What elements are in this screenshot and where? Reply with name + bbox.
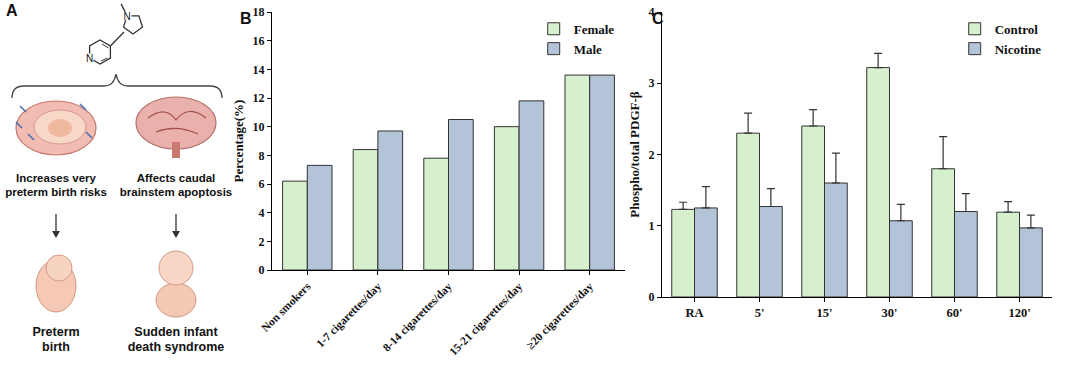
svg-text:18: 18 <box>253 5 265 19</box>
svg-text:≥20 cigarettes/day: ≥20 cigarettes/day <box>524 280 596 352</box>
svg-text:12: 12 <box>253 91 265 105</box>
svg-text:N: N <box>124 11 131 22</box>
svg-text:16: 16 <box>253 34 265 48</box>
svg-text:10: 10 <box>253 120 265 134</box>
svg-text:30': 30' <box>882 306 898 320</box>
svg-text:Phospho/total PDGF-β: Phospho/total PDGF-β <box>627 91 642 218</box>
svg-text:Female: Female <box>574 22 615 37</box>
svg-text:birth: birth <box>42 340 70 354</box>
svg-text:14: 14 <box>253 63 265 77</box>
svg-text:1-7 cigarettes/day: 1-7 cigarettes/day <box>314 280 384 350</box>
svg-text:Sudden infant: Sudden infant <box>134 325 218 339</box>
svg-text:A: A <box>6 2 18 19</box>
svg-text:2: 2 <box>649 148 655 162</box>
svg-text:8: 8 <box>259 149 265 163</box>
svg-text:Percentage(%): Percentage(%) <box>231 100 246 183</box>
svg-text:C: C <box>652 10 664 27</box>
svg-text:15-21 cigarettes/day: 15-21 cigarettes/day <box>447 280 526 359</box>
svg-text:3: 3 <box>649 76 655 90</box>
svg-text:death syndrome: death syndrome <box>128 340 225 354</box>
svg-text:4: 4 <box>649 5 655 19</box>
svg-text:N: N <box>86 53 93 64</box>
svg-text:preterm birth risks: preterm birth risks <box>5 186 107 198</box>
svg-text:Affects caudal: Affects caudal <box>137 172 216 184</box>
svg-text:8-14 cigarettes/day: 8-14 cigarettes/day <box>380 280 454 354</box>
svg-text:4: 4 <box>259 206 265 220</box>
svg-text:60': 60' <box>947 306 963 320</box>
svg-text:15': 15' <box>817 306 833 320</box>
svg-text:Nicotine: Nicotine <box>995 42 1041 57</box>
svg-text:Non smokers: Non smokers <box>259 280 313 334</box>
svg-text:6: 6 <box>259 177 265 191</box>
svg-text:5': 5' <box>755 306 765 320</box>
svg-text:0: 0 <box>649 290 655 304</box>
svg-text:Male: Male <box>574 42 602 57</box>
svg-text:120': 120' <box>1008 306 1030 320</box>
svg-text:2: 2 <box>259 235 265 249</box>
svg-text:brainstem apoptosis: brainstem apoptosis <box>120 186 232 198</box>
svg-text:Increases very: Increases very <box>16 172 97 184</box>
svg-text:B: B <box>240 10 252 27</box>
svg-text:Control: Control <box>995 22 1038 37</box>
svg-text:0: 0 <box>259 263 265 277</box>
svg-text:RA: RA <box>685 306 703 320</box>
svg-text:1: 1 <box>649 219 655 233</box>
svg-text:Preterm: Preterm <box>32 325 79 339</box>
